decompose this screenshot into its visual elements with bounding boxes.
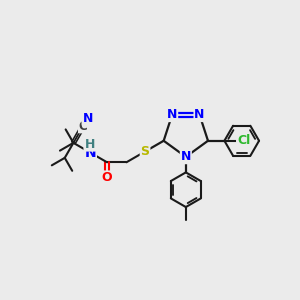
Text: Cl: Cl xyxy=(237,134,250,147)
Text: S: S xyxy=(141,145,150,158)
Text: C: C xyxy=(79,120,88,133)
Text: N: N xyxy=(84,146,96,160)
Text: O: O xyxy=(102,171,112,184)
Text: N: N xyxy=(194,108,205,121)
Text: N: N xyxy=(82,112,93,125)
Text: N: N xyxy=(181,150,191,164)
Text: N: N xyxy=(167,108,177,121)
Text: H: H xyxy=(85,138,95,151)
